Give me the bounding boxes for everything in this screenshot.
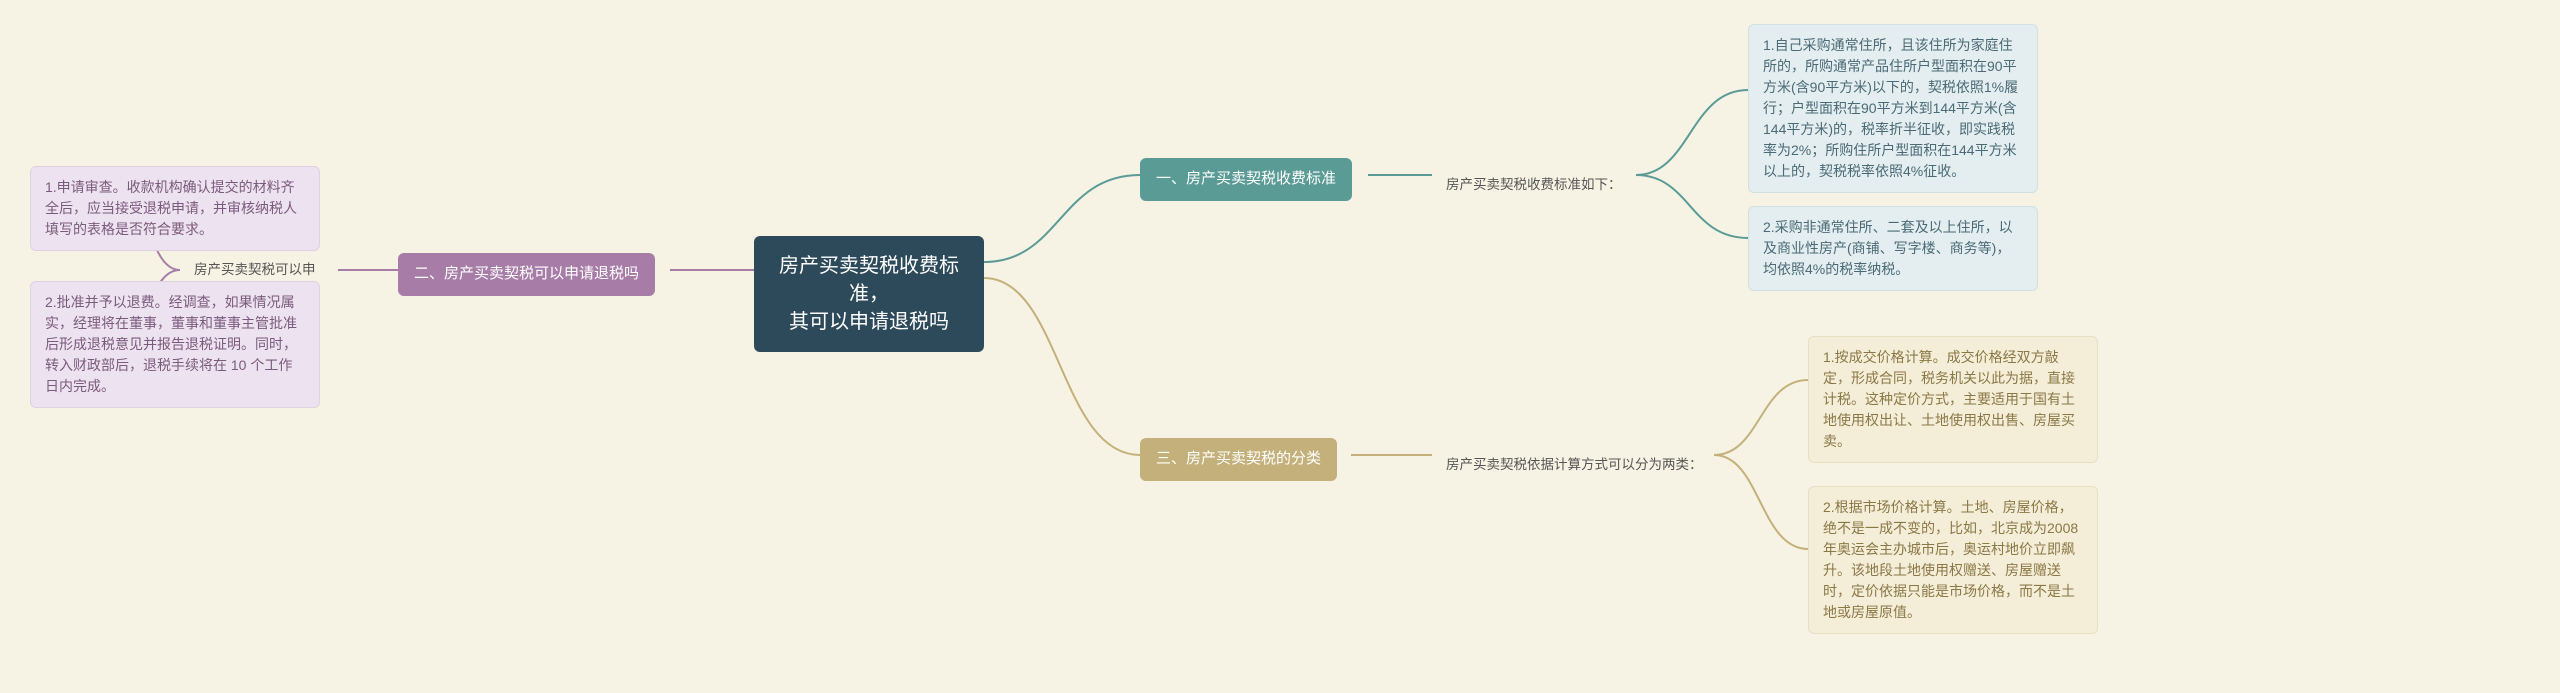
branch-3[interactable]: 三、房产买卖契税的分类	[1140, 438, 1337, 481]
branch-2-label: 二、房产买卖契税可以申请退税吗	[414, 265, 639, 282]
branch-3-leaf-2[interactable]: 2.根据市场价格计算。土地、房屋价格，绝不是一成不变的，比如，北京成为2008年…	[1808, 486, 2098, 634]
branch-1-leaf-2[interactable]: 2.采购非通常住所、二套及以上住所，以及商业性房产(商铺、写字楼、商务等)，均依…	[1748, 206, 2038, 291]
root-node[interactable]: 房产买卖契税收费标准， 其可以申请退税吗	[754, 236, 984, 352]
branch-2-leaf-1[interactable]: 1.申请审查。收款机构确认提交的材料齐全后，应当接受退税申请，并审核纳税人填写的…	[30, 166, 320, 251]
branch-2[interactable]: 二、房产买卖契税可以申请退税吗	[398, 253, 655, 296]
root-line2: 其可以申请退税吗	[789, 311, 949, 333]
branch-1[interactable]: 一、房产买卖契税收费标准	[1140, 158, 1352, 201]
branch-1-label: 一、房产买卖契税收费标准	[1156, 170, 1336, 187]
branch-3-leaf-1[interactable]: 1.按成交价格计算。成交价格经双方敲定，形成合同，税务机关以此为据，直接计税。这…	[1808, 336, 2098, 463]
branch-3-intro: 房产买卖契税依据计算方式可以分为两类：	[1432, 445, 1717, 485]
branch-1-leaf-1[interactable]: 1.自己采购通常住所，且该住所为家庭住所的，所购通常产品住所户型面积在90平方米…	[1748, 24, 2038, 193]
root-line1: 房产买卖契税收费标准，	[779, 255, 959, 305]
branch-3-label: 三、房产买卖契税的分类	[1156, 450, 1321, 467]
branch-2-leaf-2[interactable]: 2.批准并予以退费。经调查，如果情况属实，经理将在董事，董事和董事主管批准后形成…	[30, 281, 320, 408]
branch-1-intro: 房产买卖契税收费标准如下：	[1432, 165, 1636, 205]
connector-layer	[0, 0, 2560, 693]
